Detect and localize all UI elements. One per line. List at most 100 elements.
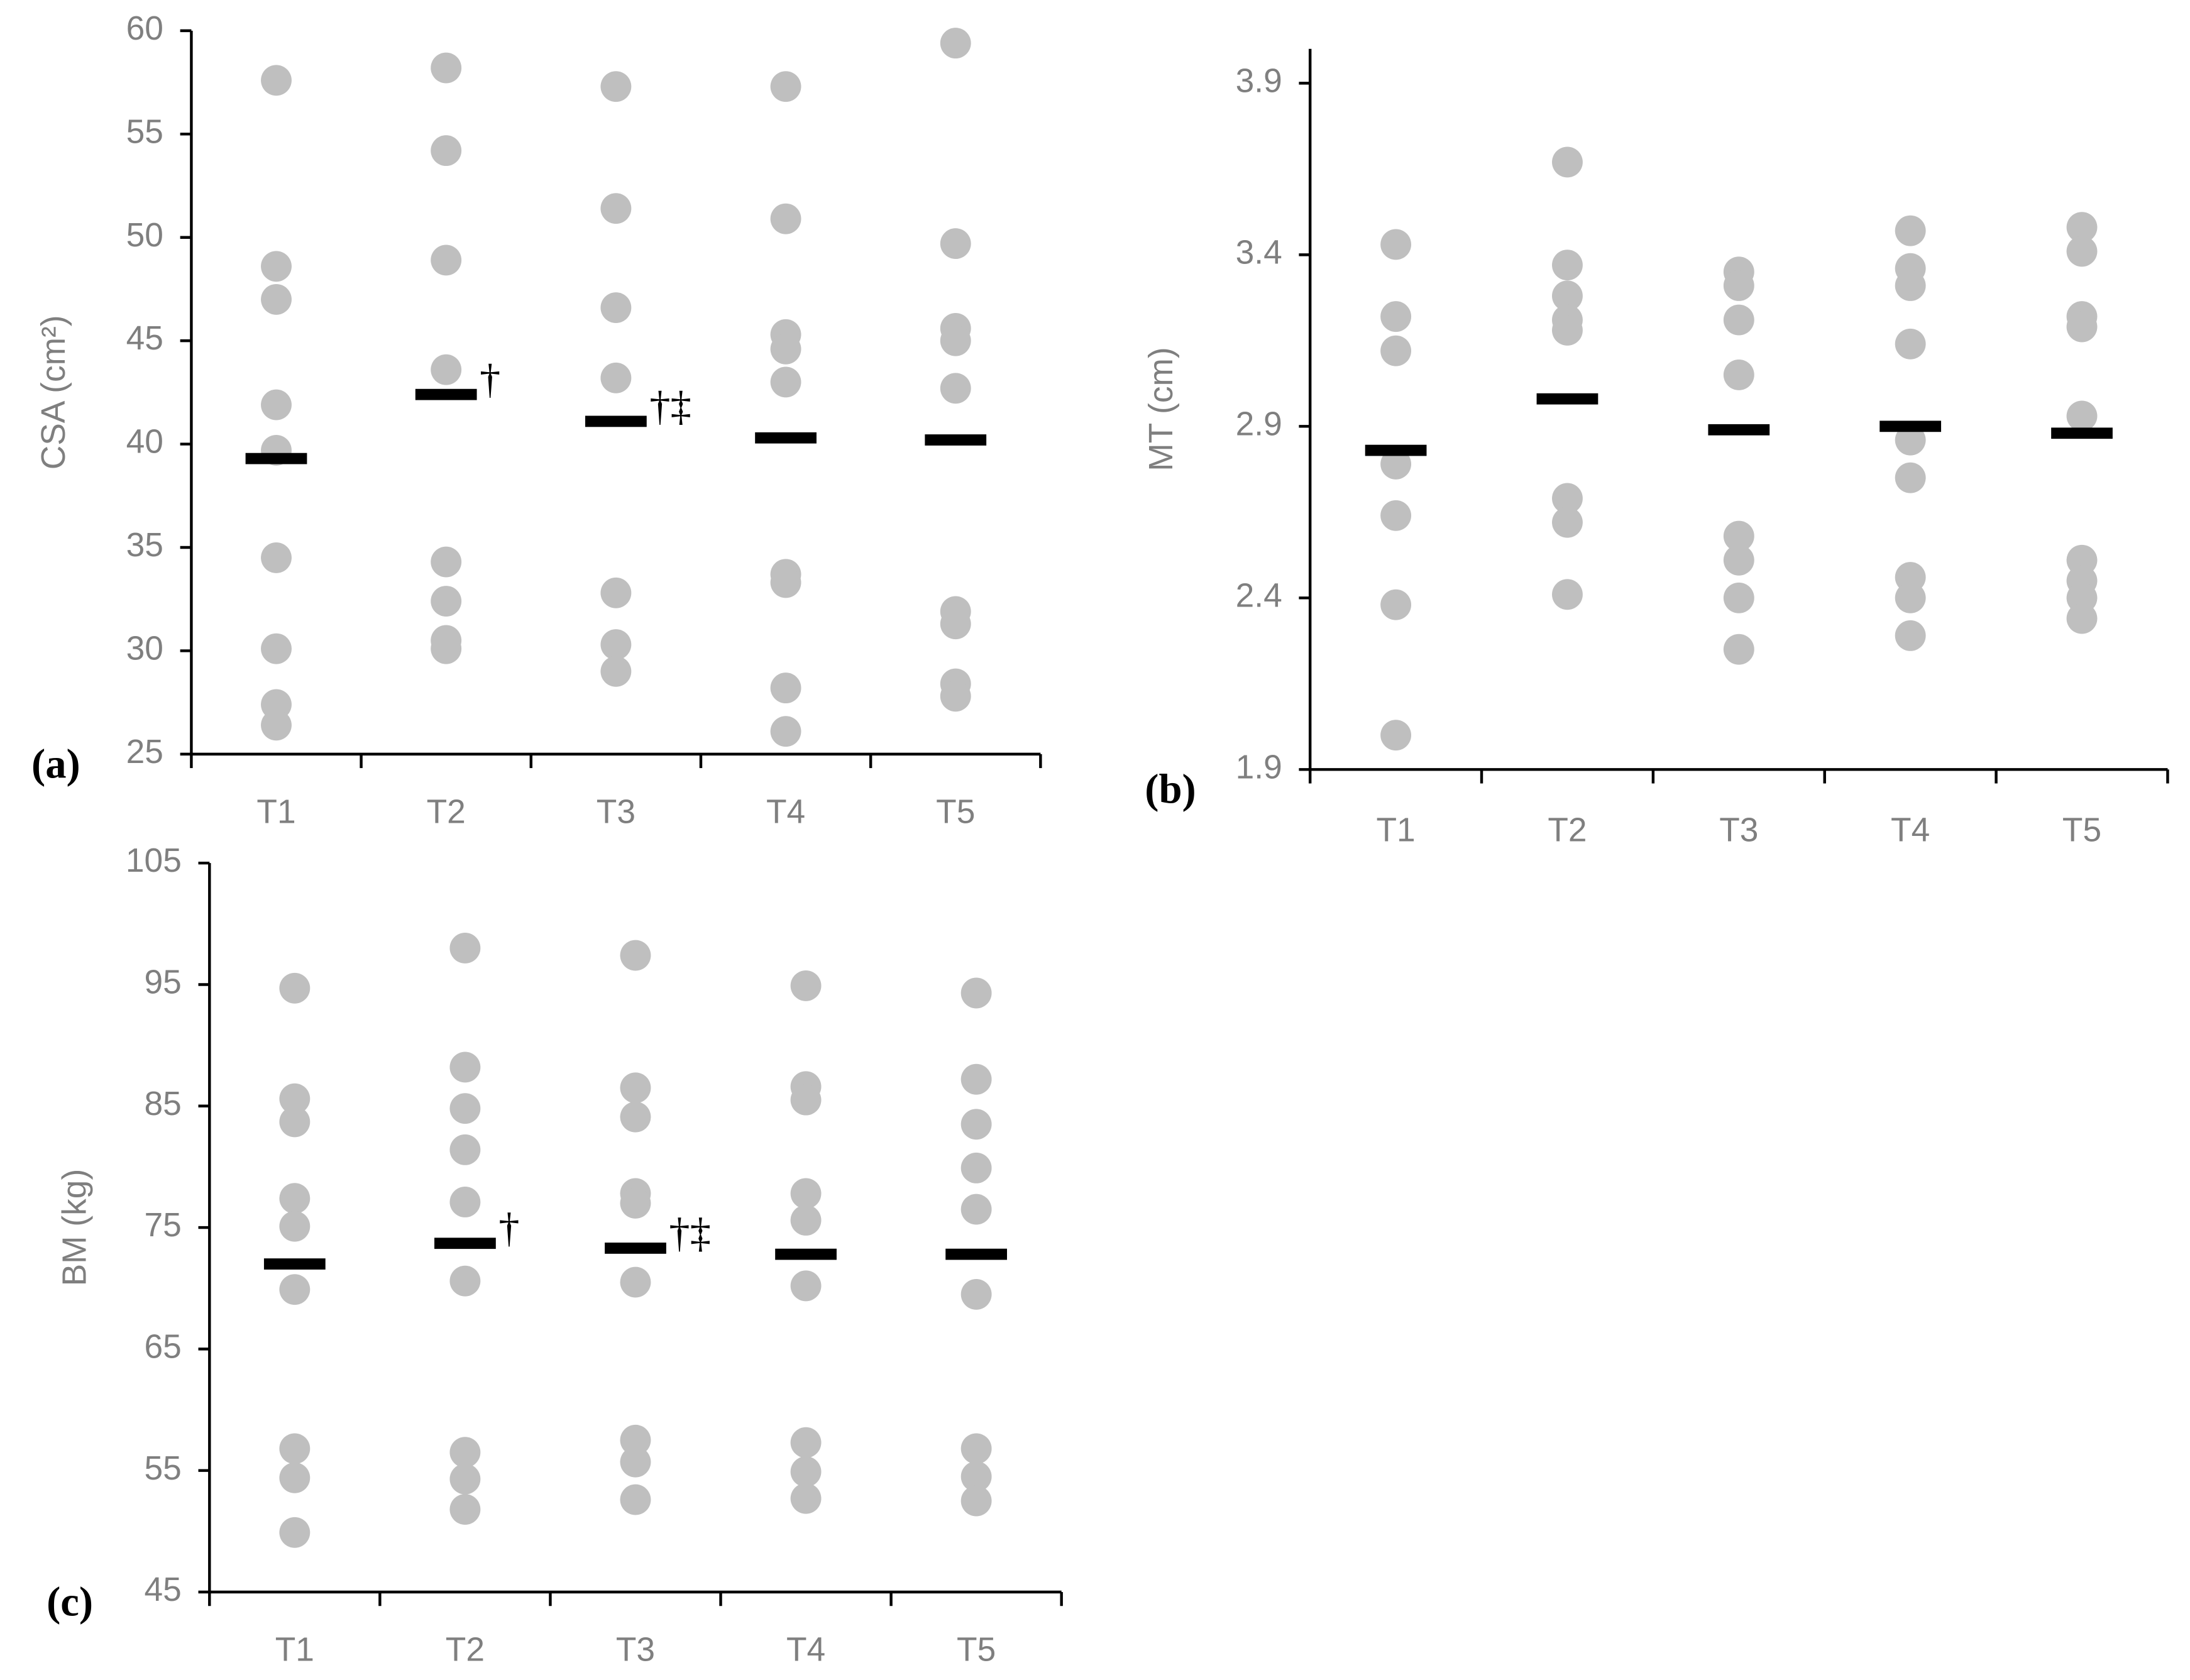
y-tick-label: 55 — [126, 113, 163, 150]
data-point — [449, 1463, 481, 1495]
data-point — [1380, 301, 1412, 332]
y-tick-label: 1.9 — [1236, 749, 1282, 786]
data-point — [620, 1101, 651, 1133]
data-point — [600, 362, 632, 393]
data-point — [431, 633, 462, 664]
data-point — [2066, 236, 2098, 267]
x-tick-label: T2 — [427, 793, 466, 830]
mean-bar — [2051, 427, 2113, 439]
data-point — [279, 1433, 311, 1464]
y-tick-label: 45 — [126, 320, 163, 357]
data-point — [790, 1178, 822, 1209]
data-point — [279, 1274, 311, 1305]
y-tick-label: 65 — [145, 1328, 182, 1365]
data-point — [940, 325, 971, 356]
data-point — [960, 1485, 992, 1517]
mean-bar — [1879, 420, 1942, 432]
data-point — [790, 1084, 822, 1116]
data-point — [2066, 603, 2098, 634]
data-point — [261, 283, 292, 315]
data-point — [620, 1484, 651, 1515]
data-point — [790, 1205, 822, 1236]
data-point — [770, 366, 801, 398]
data-point — [770, 203, 801, 234]
y-tick-label: 30 — [126, 630, 163, 667]
data-point — [1552, 146, 1583, 178]
data-point — [960, 1194, 992, 1225]
mean-bar — [1708, 424, 1770, 436]
mean-bar — [434, 1238, 496, 1249]
data-point — [261, 389, 292, 420]
data-point — [620, 1187, 651, 1219]
data-point — [1895, 424, 1926, 456]
y-tick-label: 3.9 — [1236, 62, 1282, 99]
data-point — [431, 244, 462, 276]
y-tick-label: 25 — [126, 733, 163, 771]
data-point — [940, 28, 971, 59]
data-point — [1723, 359, 1754, 390]
x-tick-label: T3 — [616, 1632, 655, 1669]
data-point — [1552, 250, 1583, 281]
x-tick-label: T5 — [957, 1632, 996, 1669]
annotation: †‡ — [649, 383, 691, 429]
data-point — [1723, 304, 1754, 336]
data-point — [1380, 589, 1412, 620]
y-tick-label: 40 — [126, 424, 163, 461]
mean-bar — [755, 432, 817, 444]
data-point — [770, 333, 801, 365]
data-point — [620, 1266, 651, 1298]
mean-bar — [925, 434, 987, 446]
data-point — [449, 1134, 481, 1165]
data-point — [790, 1270, 822, 1302]
data-point — [600, 656, 632, 687]
mean-bar — [605, 1243, 666, 1254]
data-point — [1895, 328, 1926, 360]
x-tick-label: T2 — [446, 1632, 485, 1669]
data-point — [940, 681, 971, 712]
data-point — [620, 940, 651, 971]
y-tick-label: 50 — [126, 217, 163, 254]
x-tick-label: T4 — [1891, 811, 1930, 848]
y-tick-label: 75 — [145, 1207, 182, 1244]
panel-label: (c) — [47, 1579, 93, 1625]
data-point — [261, 542, 292, 573]
data-point — [940, 373, 971, 404]
x-tick-label: T3 — [1719, 811, 1758, 848]
x-tick-label: T5 — [2062, 811, 2101, 848]
data-point — [431, 586, 462, 617]
y-tick-label: 105 — [126, 842, 182, 879]
data-point — [1895, 215, 1926, 246]
y-tick-label: 2.4 — [1236, 577, 1282, 614]
data-point — [1380, 500, 1412, 531]
data-point — [1552, 507, 1583, 538]
data-point — [449, 1051, 481, 1083]
y-tick-label: 60 — [126, 10, 163, 47]
data-point — [279, 1517, 311, 1548]
data-point — [960, 977, 992, 1009]
data-point — [790, 1427, 822, 1458]
data-point — [431, 135, 462, 167]
data-point — [431, 546, 462, 578]
data-point — [620, 1072, 651, 1104]
data-point — [1380, 448, 1412, 480]
data-point — [600, 577, 632, 608]
data-point — [790, 1456, 822, 1488]
y-tick-label: 95 — [145, 964, 182, 1001]
x-tick-label: T2 — [1548, 811, 1587, 848]
data-point — [431, 354, 462, 385]
data-point — [1895, 462, 1926, 493]
x-tick-label: T4 — [766, 793, 805, 830]
panel-label: (a) — [31, 741, 80, 787]
y-tick-label: 45 — [145, 1571, 182, 1608]
annotation: † — [498, 1205, 519, 1251]
mean-bar — [775, 1248, 837, 1260]
data-point — [1552, 579, 1583, 610]
y-tick-label: 2.9 — [1236, 405, 1282, 442]
x-tick-label: T1 — [275, 1632, 314, 1669]
data-point — [600, 71, 632, 102]
data-point — [960, 1461, 992, 1492]
data-point — [279, 1083, 311, 1114]
data-point — [1895, 270, 1926, 301]
annotation: † — [480, 356, 500, 402]
